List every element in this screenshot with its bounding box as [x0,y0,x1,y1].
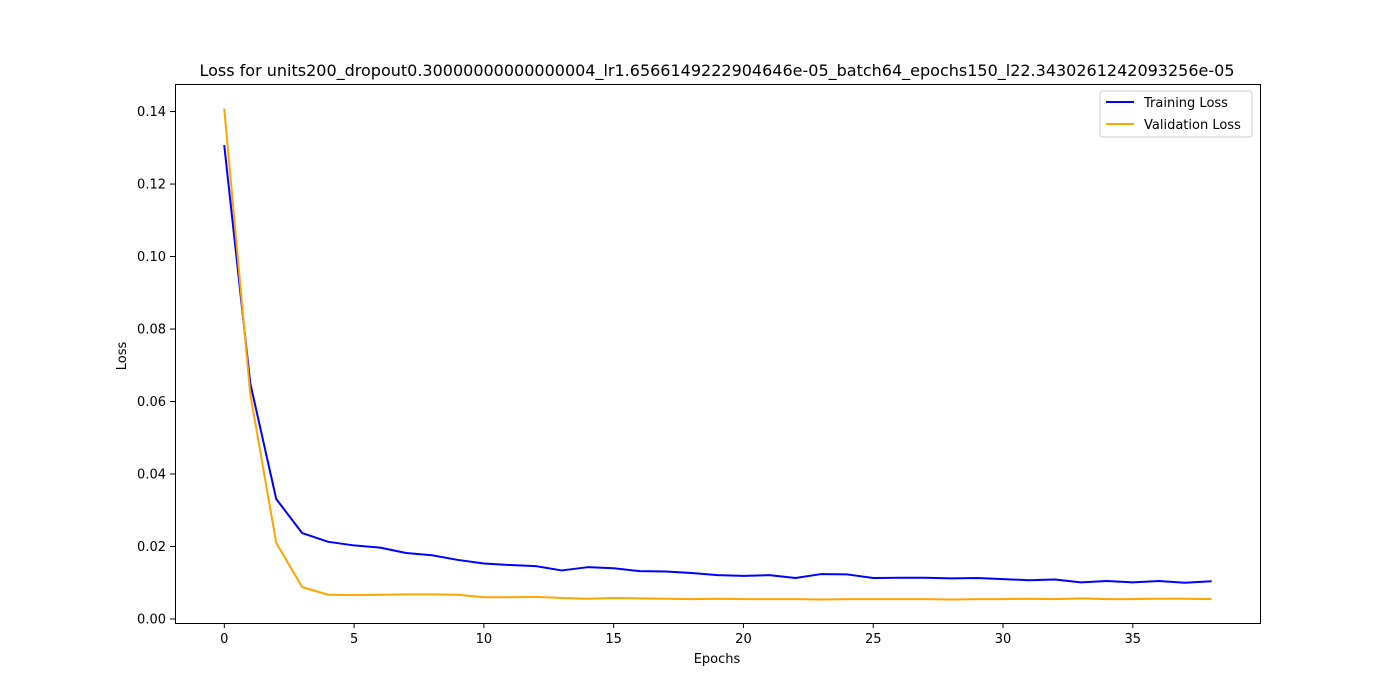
x-tick-label: 25 [865,632,882,647]
y-tick-label: 0.12 [137,178,166,193]
y-tick-label: 0.02 [137,540,166,555]
y-tick-label: 0.08 [137,323,166,338]
x-tick-label: 5 [350,632,358,647]
y-tick-label: 0.14 [137,105,166,120]
legend: Training Loss Validation Loss [1099,90,1253,138]
series-line-training-loss [223,144,1212,584]
x-tick-label: 20 [735,632,752,647]
y-tick-label: 0.04 [137,468,166,483]
x-axis-label: Epochs [694,652,741,667]
legend-label-validation-loss: Validation Loss [1144,118,1241,133]
y-tick-label: 0.00 [137,613,166,628]
x-tick-label: 10 [476,632,493,647]
series-line-validation-loss [223,108,1212,601]
x-tick-label: 0 [220,632,228,647]
x-tick-label: 15 [605,632,622,647]
x-tick-label: 30 [995,632,1012,647]
x-axis-ticks: 0 5 10 15 20 25 30 35 [220,623,1141,647]
legend-box [1099,90,1253,138]
y-tick-label: 0.06 [137,395,166,410]
chart-title: Loss for units200_dropout0.3000000000000… [199,61,1234,81]
y-axis-label: Loss [115,342,130,371]
plot-lines [223,108,1212,601]
x-tick-label: 35 [1125,632,1142,647]
legend-label-training-loss: Training Loss [1143,96,1228,111]
y-axis-ticks: 0.00 0.02 0.04 0.06 0.08 0.10 0.12 0.14 [137,105,175,628]
y-tick-label: 0.10 [137,250,166,265]
plot-area-frame [175,84,1261,624]
